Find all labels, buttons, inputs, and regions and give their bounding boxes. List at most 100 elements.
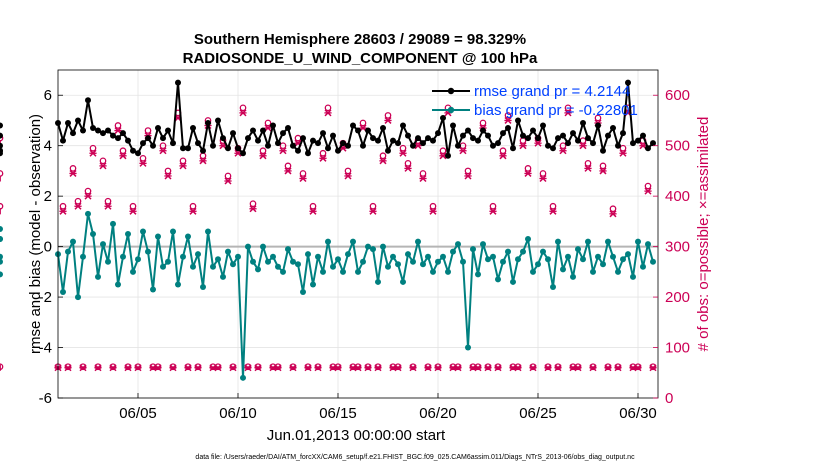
rmse-point xyxy=(530,127,536,134)
bias-point xyxy=(490,253,496,260)
obs-assimilated-point xyxy=(74,202,82,210)
bias-point xyxy=(310,281,316,288)
rmse-point xyxy=(640,132,646,139)
obs-possible-point xyxy=(124,363,132,371)
obs-possible-point xyxy=(179,157,187,165)
obs-possible-point xyxy=(589,363,597,371)
obs-possible-point xyxy=(429,202,437,210)
bias-point xyxy=(105,258,111,265)
rmse-point xyxy=(255,137,261,144)
obs-possible-point xyxy=(0,170,4,177)
chart-title: Southern Hemisphere 28603 / 29089 = 98.3… xyxy=(194,31,526,48)
rmse-point xyxy=(150,142,156,149)
obs-assimilated-point xyxy=(554,364,562,372)
rmse-point xyxy=(190,125,196,132)
bias-point xyxy=(180,253,186,260)
obs-assimilated-point xyxy=(589,364,597,372)
bias-point xyxy=(425,253,431,260)
obs-assimilated-point xyxy=(84,192,92,200)
obs-possible-point xyxy=(309,202,317,210)
obs-possible-point xyxy=(244,363,252,371)
obs-possible-point xyxy=(79,363,87,371)
rmse-point xyxy=(470,135,476,142)
bias-point xyxy=(305,251,311,258)
rmse-point xyxy=(210,142,216,149)
rmse-point xyxy=(0,142,3,149)
bias-point xyxy=(0,225,3,232)
obs-assimilated-point xyxy=(454,364,462,372)
obs-possible-point xyxy=(0,202,4,210)
rmse-point xyxy=(580,119,586,126)
data-file-footnote: data file: /Users/raeder/DAI/ATM_forcXX/… xyxy=(195,454,635,461)
obs-assimilated-point xyxy=(534,139,542,147)
obs-assimilated-point xyxy=(69,169,77,177)
bias-point xyxy=(295,261,301,268)
obs-assimilated-point xyxy=(499,152,507,160)
bias-point xyxy=(485,256,491,263)
x-tick-label: 06/30 xyxy=(619,405,657,422)
bias-point xyxy=(540,248,546,255)
obs-possible-point xyxy=(324,104,332,112)
rmse-point xyxy=(565,140,571,147)
obs-assimilated-point xyxy=(564,109,572,117)
rmse-point xyxy=(390,137,396,144)
obs-assimilated-point xyxy=(504,116,512,124)
rmse-point xyxy=(125,137,131,144)
obs-possible-point xyxy=(279,142,287,150)
bias-point xyxy=(580,256,586,263)
obs-assimilated-point xyxy=(264,124,272,132)
rmse-point xyxy=(550,145,556,152)
obs-possible-point xyxy=(299,170,307,177)
obs-possible-point xyxy=(369,202,377,210)
obs-possible-point xyxy=(0,363,4,371)
bias-point xyxy=(380,243,386,250)
bias-point xyxy=(430,268,436,275)
obs-assimilated-point xyxy=(94,364,102,372)
obs-assimilated-point xyxy=(109,364,117,372)
obs-assimilated-point xyxy=(279,147,287,155)
x-axis-ticks: 06/05 06/10 06/15 06/20 06/25 06/30 xyxy=(119,393,657,422)
bias-point xyxy=(65,248,71,255)
rmse-point xyxy=(200,147,206,154)
obs-assimilated-point xyxy=(539,174,547,183)
bias-point xyxy=(605,238,611,245)
rmse-point xyxy=(520,132,526,139)
obs-possible-point xyxy=(344,167,352,175)
obs-assimilated-point xyxy=(644,187,652,195)
obs-possible-point xyxy=(134,363,142,371)
obs-possible-point xyxy=(584,160,592,167)
bias-point xyxy=(620,256,626,263)
obs-possible-point xyxy=(319,149,327,157)
bias-point xyxy=(535,261,541,268)
obs-assimilated-point xyxy=(354,364,362,372)
obs-possible-point xyxy=(599,162,607,170)
obs-possible-point xyxy=(0,134,4,142)
rmse-point xyxy=(235,145,241,152)
bias-point xyxy=(390,253,396,260)
y2-tick-label: 300 xyxy=(665,239,690,256)
legend: rmse grand pr = 4.2144 bias grand pr = -0… xyxy=(432,83,638,119)
bias-point xyxy=(125,231,131,237)
obs-possible-point xyxy=(264,119,272,127)
obs-possible-point xyxy=(259,147,267,155)
rmse-point xyxy=(260,127,266,134)
bias-point xyxy=(520,248,526,255)
rmse-point xyxy=(130,147,136,154)
rmse-point xyxy=(170,140,176,147)
bias-point xyxy=(420,261,426,268)
rmse-point xyxy=(400,122,406,129)
bias-point xyxy=(440,253,446,260)
rmse-point xyxy=(475,137,481,144)
obs-possible-point xyxy=(354,363,362,371)
bias-point xyxy=(135,256,141,263)
rmse-point xyxy=(265,142,271,149)
obs-assimilated-point xyxy=(404,164,412,172)
rmse-point xyxy=(180,145,186,152)
bias-point xyxy=(280,268,286,275)
obs-possible-point xyxy=(139,154,147,162)
bias-point xyxy=(145,248,151,255)
obs-possible-point xyxy=(424,363,432,371)
rmse-point xyxy=(335,147,341,154)
obs-possible-point xyxy=(604,363,612,371)
obs-assimilated-point xyxy=(634,364,642,372)
